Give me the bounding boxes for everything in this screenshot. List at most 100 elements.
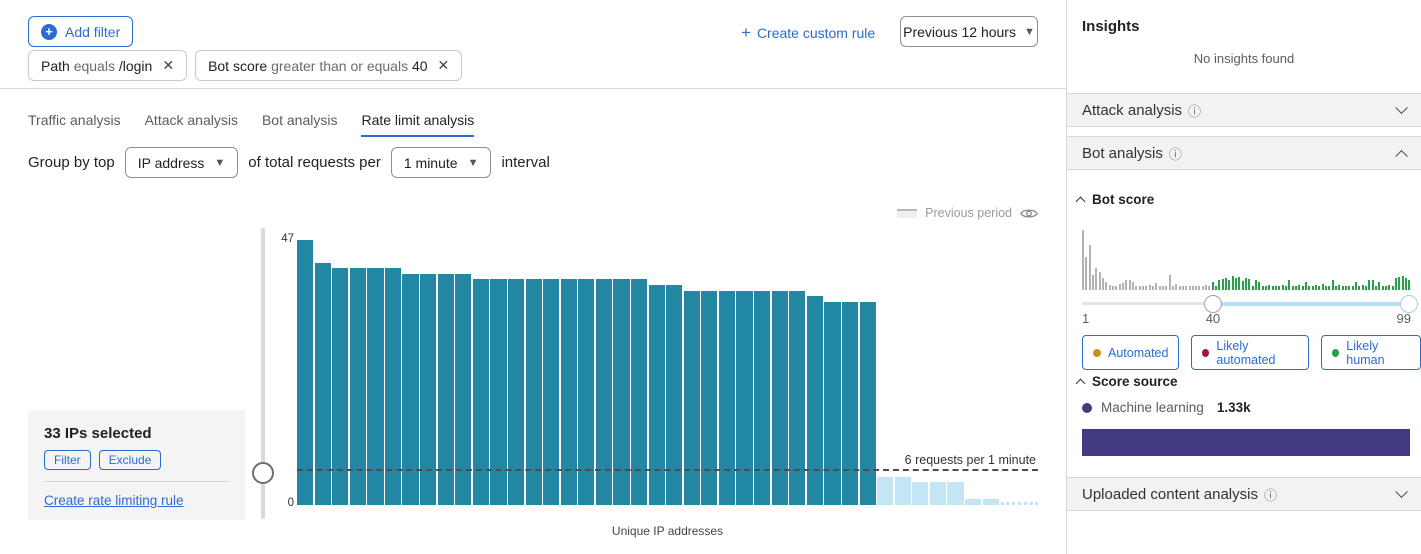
tab-attack-analysis[interactable]: Attack analysis [144,112,238,128]
histogram-bar [1364,286,1367,290]
bar-selected-ip[interactable] [789,290,806,505]
score-source-bar[interactable] [1082,429,1410,456]
legend-chip-likely-automated[interactable]: Likely automated [1191,335,1310,370]
threshold-line [297,469,1038,472]
bar-selected-ip[interactable] [701,290,718,505]
legend-dot-icon [1202,348,1210,357]
histogram-bar [1221,279,1224,290]
bar-selected-ip[interactable] [384,268,402,505]
group-field-dropdown[interactable]: IP address ▼ [124,147,239,178]
histogram-bar [1111,286,1114,290]
bar-selected-ip[interactable] [472,279,489,505]
source-count: 1.33k [1216,400,1251,415]
histogram-bar [1278,286,1281,290]
histogram-bar [1404,278,1407,290]
divider [0,88,1066,89]
histogram-bar [1381,286,1384,290]
bar-selected-ip[interactable] [613,279,630,505]
bar-selected-ip[interactable] [349,268,366,505]
histogram-bar [1384,286,1387,290]
info-icon[interactable]: ⓘ [1168,146,1182,162]
bar-selected-ip[interactable] [367,268,384,505]
bar-selected-ip[interactable] [754,290,771,505]
bar-selected-ip[interactable] [420,273,437,505]
tab-traffic-analysis[interactable]: Traffic analysis [28,112,121,128]
bar-selected-ip[interactable] [648,285,665,505]
create-rate-limiting-rule-link[interactable]: Create rate limiting rule [44,493,184,508]
y-axis-max-tick: 47 [281,233,294,245]
histogram-bar [1295,286,1297,290]
bar-unselected-ip[interactable] [929,482,946,505]
bar-selected-ip[interactable] [402,273,419,505]
score-source-header[interactable]: Score source [1075,374,1178,389]
slider-handle-low[interactable] [1203,294,1222,313]
bot-score-header[interactable]: Bot score [1075,192,1154,207]
bar-selected-ip[interactable] [683,290,700,505]
threshold-slider-handle[interactable] [252,462,274,484]
insights-sidebar: Insights No insights found Attack analys… [1066,0,1421,554]
histogram-bar [1101,278,1104,290]
histogram-bar [1248,279,1251,290]
bar-unselected-ip[interactable] [947,482,964,505]
histogram-bar [1118,284,1121,290]
bar-selected-ip[interactable] [595,279,613,505]
section-bot-analysis[interactable]: Bot analysis ⓘ [1067,136,1421,170]
eye-icon[interactable] [1020,207,1038,220]
info-icon[interactable]: ⓘ [1263,487,1277,503]
bar-selected-ip[interactable] [332,268,349,505]
bar-selected-ip[interactable] [543,279,560,505]
bar-selected-ip[interactable] [771,290,788,505]
exclude-button[interactable]: Exclude [98,450,162,470]
section-attack-analysis[interactable]: Attack analysis ⓘ [1067,93,1421,127]
info-icon[interactable]: ⓘ [1188,103,1202,119]
slider-handle-high[interactable] [1400,294,1419,313]
legend-chip-automated[interactable]: Automated [1082,335,1180,370]
legend-chip-likely-human[interactable]: Likely human [1321,335,1421,370]
bar-selected-ip[interactable] [314,262,331,505]
bar-selected-ip[interactable] [437,273,454,505]
bar-selected-ip[interactable] [490,279,507,505]
add-filter-button[interactable]: + Add filter [28,16,134,47]
remove-filter-icon[interactable]: ✕ [162,57,175,73]
bar-unselected-ip[interactable] [982,499,999,505]
bar-selected-ip[interactable] [525,279,542,505]
bar-selected-ip[interactable] [859,302,876,505]
bar-unselected-ip[interactable] [964,499,982,505]
remove-filter-icon[interactable]: ✕ [437,57,450,73]
create-custom-rule-link[interactable]: + Create custom rule [741,23,876,42]
histogram-bar [1378,282,1381,290]
filter-chip[interactable]: Path equals /login ✕ [28,50,188,81]
chevron-down-icon: ▼ [1023,25,1035,38]
bar-unselected-ip[interactable] [912,482,929,505]
histogram-bar [1324,286,1327,290]
threshold-slider-track[interactable] [261,228,265,519]
histogram-bar [1281,285,1284,290]
bar-selected-ip[interactable] [736,290,753,505]
chevron-up-icon [1395,149,1408,163]
bar-selected-ip[interactable] [841,302,859,505]
bar-selected-ip[interactable] [455,273,472,505]
bar-selected-ip[interactable] [806,296,823,505]
chevron-up-icon [1075,196,1086,207]
filter-chip[interactable]: Bot score greater than or equals 40 ✕ [195,50,463,81]
tab-rate-limit-analysis[interactable]: Rate limit analysis [361,112,475,137]
bar-selected-ip[interactable] [666,285,683,505]
histogram-bar [1288,280,1291,290]
bar-selected-ip[interactable] [578,279,595,505]
bar-selected-ip[interactable] [297,240,314,505]
interval-dropdown[interactable]: 1 minute ▼ [390,147,492,178]
bar-selected-ip[interactable] [507,279,525,505]
bar-selected-ip[interactable] [718,290,736,505]
bar-unselected-ip[interactable] [894,476,911,505]
filter-button[interactable]: Filter [44,450,91,470]
time-range-dropdown[interactable]: Previous 12 hours ▼ [900,16,1038,47]
bar-selected-ip[interactable] [824,302,841,505]
section-uploaded-content-analysis[interactable]: Uploaded content analysis ⓘ [1067,477,1421,511]
histogram-bar [1105,282,1108,290]
bar-selected-ip[interactable] [630,279,648,505]
histogram-bar [1341,286,1344,290]
bar-unselected-ip[interactable] [877,476,894,505]
bar-selected-ip[interactable] [560,279,577,505]
tab-bot-analysis[interactable]: Bot analysis [261,112,338,128]
